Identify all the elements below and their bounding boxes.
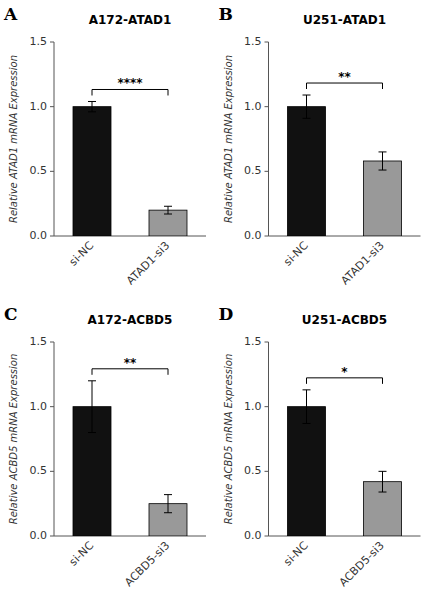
y-tick xyxy=(50,236,54,237)
title: A172-ATAD1 xyxy=(89,13,172,27)
y-tick xyxy=(50,342,54,343)
panel-label: A xyxy=(3,4,18,24)
y-tick xyxy=(265,42,269,43)
y-tick xyxy=(265,342,269,343)
x-tick-label: ATAD1-si3 xyxy=(124,239,172,287)
y-axis-label: Relative ACBD5 mRNA Expression xyxy=(8,354,19,525)
y-tick xyxy=(265,536,269,537)
y-tick xyxy=(50,171,54,172)
error-bar xyxy=(303,390,311,424)
bars xyxy=(73,101,187,236)
y-tick xyxy=(50,106,54,107)
y-tick-label: 1.5 xyxy=(244,35,262,48)
x-tick-label: ATAD1-si3 xyxy=(338,239,386,287)
panel: A A172-ATAD1 Relative ATAD1 mRNA Expressio… xyxy=(3,4,206,287)
y-tick xyxy=(50,406,54,407)
y-tick xyxy=(265,106,269,107)
y-tick-label: 1.0 xyxy=(244,100,262,113)
y-tick-label: 0.5 xyxy=(30,464,48,477)
x-tick-label: si-NC xyxy=(67,239,97,269)
panel: B U251-ATAD1 Relative ATAD1 mRNA Expressio… xyxy=(219,4,421,287)
x-tick-label: si-NC xyxy=(281,539,311,569)
title: A172-ACBD5 xyxy=(88,313,173,327)
y-tick-label: 0.0 xyxy=(30,229,48,242)
y-tick-label: 1.5 xyxy=(30,35,48,48)
bar xyxy=(288,107,326,236)
significance-label: * xyxy=(341,365,348,379)
bars xyxy=(288,95,402,236)
y-tick xyxy=(265,236,269,237)
y-tick-label: 0.5 xyxy=(30,164,48,177)
y-axis-line xyxy=(54,42,55,236)
y-tick-label: 1.5 xyxy=(30,335,48,348)
x-tick-label: ACBD5-si3 xyxy=(337,539,387,589)
error-bar xyxy=(88,101,96,111)
y-axis-line xyxy=(54,342,55,536)
y-axis-line xyxy=(268,342,269,536)
panel-label: B xyxy=(219,4,233,24)
y-axis-label: Relative ACBD5 mRNA Expression xyxy=(223,354,234,525)
error-bar xyxy=(379,471,387,492)
y-tick xyxy=(265,171,269,172)
y-axis-label: Relative ATAD1 mRNA Expression xyxy=(8,55,19,223)
y-tick-label: 0.5 xyxy=(244,164,262,177)
y-tick xyxy=(50,471,54,472)
y-tick xyxy=(50,42,54,43)
x-tick-label: si-NC xyxy=(281,239,311,269)
error-bar xyxy=(164,206,172,214)
title: U251-ACBD5 xyxy=(302,313,387,327)
y-tick-label: 0.5 xyxy=(244,464,262,477)
y-tick-label: 1.0 xyxy=(244,400,262,413)
y-tick-label: 0.0 xyxy=(244,529,262,542)
bar xyxy=(364,161,402,236)
panel: C A172-ACBD5 Relative ACBD5 mRNA Expressio… xyxy=(4,304,206,589)
panel: D U251-ACBD5 Relative ACBD5 mRNA Expressio… xyxy=(219,304,421,589)
y-tick-label: 1.0 xyxy=(30,400,48,413)
significance-label: ** xyxy=(124,356,137,370)
error-bar xyxy=(303,95,311,118)
bar xyxy=(73,107,111,236)
panel-label: C xyxy=(4,304,18,324)
panel-label: D xyxy=(219,304,234,324)
bars xyxy=(288,390,402,536)
bars xyxy=(73,381,187,536)
y-tick-label: 1.5 xyxy=(244,335,262,348)
significance-label: ** xyxy=(338,70,351,84)
y-axis-label: Relative ATAD1 mRNA Expression xyxy=(223,55,234,223)
figure: A A172-ATAD1 Relative ATAD1 mRNA Expressio… xyxy=(0,0,429,600)
error-bar xyxy=(379,152,387,170)
error-bar xyxy=(88,381,96,433)
error-bar xyxy=(164,495,172,513)
x-tick-label: si-NC xyxy=(67,539,97,569)
title: U251-ATAD1 xyxy=(303,13,386,27)
significance-label: **** xyxy=(117,76,143,90)
y-tick xyxy=(265,471,269,472)
y-tick-label: 0.0 xyxy=(244,229,262,242)
y-axis-line xyxy=(268,42,269,236)
x-tick-label: ACBD5-si3 xyxy=(122,539,172,589)
y-tick xyxy=(50,536,54,537)
bar xyxy=(288,407,326,536)
y-tick xyxy=(265,406,269,407)
y-tick-label: 1.0 xyxy=(30,100,48,113)
y-tick-label: 0.0 xyxy=(30,529,48,542)
